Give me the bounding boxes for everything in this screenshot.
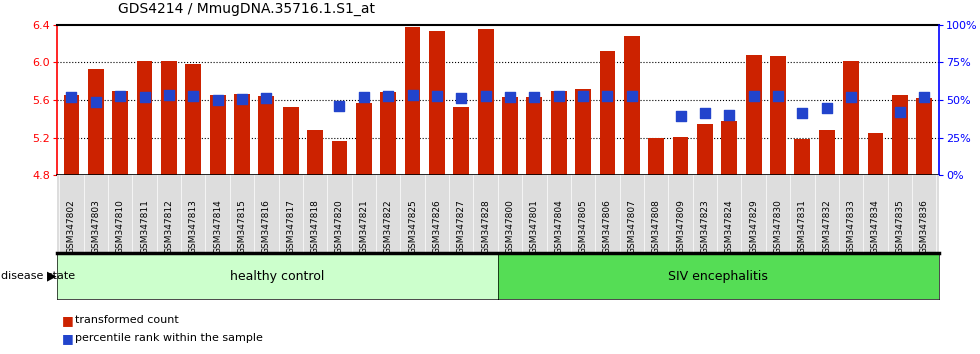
Bar — [600, 51, 615, 175]
Bar — [307, 130, 323, 175]
Point — [113, 93, 128, 99]
Bar — [697, 124, 712, 175]
Bar — [113, 91, 128, 175]
Point — [551, 93, 566, 99]
Bar — [454, 107, 469, 175]
Bar — [88, 69, 104, 175]
Bar — [429, 32, 445, 175]
Point — [526, 94, 542, 99]
Bar — [916, 98, 932, 175]
Point — [819, 105, 835, 111]
Bar — [892, 95, 907, 175]
Bar — [770, 56, 786, 175]
Text: SIV encephalitis: SIV encephalitis — [668, 270, 768, 282]
Point — [892, 109, 907, 115]
Point — [697, 110, 712, 116]
Bar — [746, 55, 761, 175]
Bar — [649, 138, 664, 175]
Point — [843, 94, 858, 99]
Bar — [405, 27, 420, 175]
Bar — [331, 141, 347, 175]
Point — [137, 94, 153, 99]
Bar — [356, 103, 371, 175]
Bar — [477, 29, 494, 175]
Bar — [64, 95, 79, 175]
Text: GDS4214 / MmugDNA.35716.1.S1_at: GDS4214 / MmugDNA.35716.1.S1_at — [118, 2, 374, 16]
Bar — [843, 61, 859, 175]
Bar — [526, 97, 542, 175]
Point — [185, 93, 201, 99]
Text: disease state: disease state — [1, 271, 75, 281]
Bar — [867, 133, 883, 175]
Point — [478, 93, 494, 99]
Bar — [161, 62, 176, 175]
Point — [234, 96, 250, 102]
Text: ▶: ▶ — [47, 270, 57, 282]
Bar — [234, 95, 250, 175]
Bar — [380, 92, 396, 175]
Bar — [672, 137, 689, 175]
Bar — [721, 121, 737, 175]
Bar — [502, 97, 518, 175]
Bar — [575, 89, 591, 175]
Point — [429, 93, 445, 99]
Point — [672, 113, 688, 119]
Text: healthy control: healthy control — [230, 270, 324, 282]
Point — [575, 93, 591, 99]
Point — [746, 93, 761, 99]
Text: ■: ■ — [62, 314, 74, 327]
Point — [770, 93, 786, 99]
Point — [600, 93, 615, 99]
Point — [210, 97, 225, 103]
Point — [380, 93, 396, 99]
Point — [405, 92, 420, 98]
Point — [916, 94, 932, 99]
Text: percentile rank within the sample: percentile rank within the sample — [75, 333, 264, 343]
Point — [624, 93, 640, 99]
Point — [161, 92, 176, 98]
Point — [64, 94, 79, 99]
Text: ■: ■ — [62, 332, 74, 344]
Point — [454, 95, 469, 101]
Point — [88, 99, 104, 105]
Bar — [551, 91, 566, 175]
Bar — [185, 64, 201, 175]
Point — [795, 110, 810, 116]
Point — [721, 112, 737, 118]
Bar — [795, 139, 810, 175]
Bar — [283, 107, 299, 175]
Bar — [210, 95, 225, 175]
Text: transformed count: transformed count — [75, 315, 179, 325]
Point — [259, 95, 274, 101]
Bar — [624, 36, 640, 175]
Bar — [259, 96, 274, 175]
Point — [356, 94, 371, 99]
Point — [331, 103, 347, 109]
Bar — [136, 61, 153, 175]
Point — [502, 94, 517, 99]
Bar — [819, 130, 835, 175]
